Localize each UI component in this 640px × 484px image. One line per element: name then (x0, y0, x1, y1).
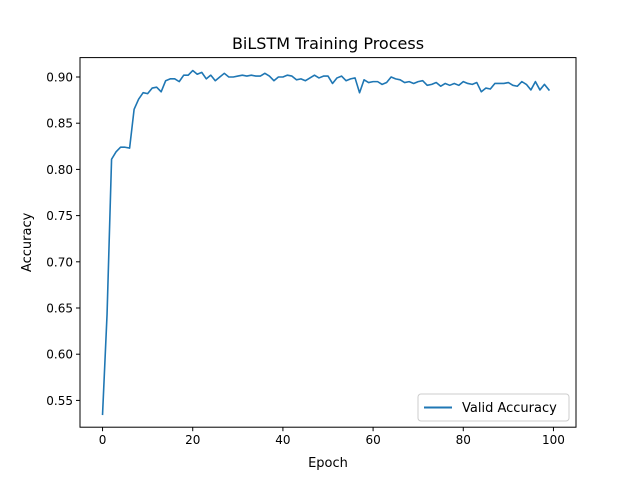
plot-area (101, 69, 551, 416)
y-tick-label: 0.75 (46, 209, 73, 223)
x-tick-label: 0 (99, 433, 107, 447)
x-tick-label: 20 (185, 433, 200, 447)
x-tick-label: 80 (456, 433, 471, 447)
y-tick-label: 0.55 (46, 394, 73, 408)
legend-box (417, 393, 570, 422)
y-tick-label: 0.90 (46, 71, 73, 85)
x-axis-ticks: 0 20 40 60 80 100 (99, 427, 565, 447)
y-tick-label: 0.85 (46, 117, 73, 131)
x-axis-label: Epoch (308, 456, 348, 471)
y-tick-label: 0.60 (46, 348, 73, 362)
axes-frame (79, 57, 577, 428)
x-tick-label: 60 (365, 433, 380, 447)
chart-title: BiLSTM Training Process (232, 34, 424, 53)
y-tick-label: 0.80 (46, 163, 73, 177)
x-tick-label: 100 (542, 433, 565, 447)
y-tick-label: 0.65 (46, 302, 73, 316)
legend: Valid Accuracy (417, 393, 570, 422)
series-line-valid-accuracy (101, 69, 551, 416)
x-tick-label: 40 (275, 433, 290, 447)
y-tick-label: 0.70 (46, 255, 73, 269)
legend-label-valid-accuracy: Valid Accuracy (462, 401, 557, 416)
y-axis-label: Accuracy (20, 212, 35, 272)
y-axis-ticks: 0.55 0.60 0.65 0.70 0.75 0.80 0.85 0.90 (46, 71, 80, 408)
